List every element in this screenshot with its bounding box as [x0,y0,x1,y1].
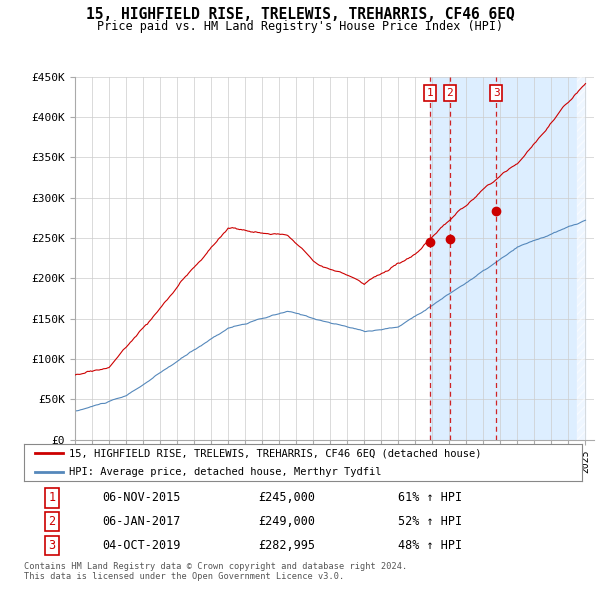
Text: £249,000: £249,000 [259,515,316,528]
Text: £282,995: £282,995 [259,539,316,552]
Text: 61% ↑ HPI: 61% ↑ HPI [398,491,462,504]
Bar [430,77,586,440]
Text: 52% ↑ HPI: 52% ↑ HPI [398,515,462,528]
Text: 04-OCT-2019: 04-OCT-2019 [102,539,181,552]
Text: £245,000: £245,000 [259,491,316,504]
Text: 06-JAN-2017: 06-JAN-2017 [102,515,181,528]
Text: This data is licensed under the Open Government Licence v3.0.: This data is licensed under the Open Gov… [24,572,344,581]
Text: 48% ↑ HPI: 48% ↑ HPI [398,539,462,552]
Text: Contains HM Land Registry data © Crown copyright and database right 2024.: Contains HM Land Registry data © Crown c… [24,562,407,571]
Text: Price paid vs. HM Land Registry's House Price Index (HPI): Price paid vs. HM Land Registry's House … [97,20,503,33]
Text: 1: 1 [427,88,433,98]
Text: 06-NOV-2015: 06-NOV-2015 [102,491,181,504]
Text: 15, HIGHFIELD RISE, TRELEWIS, TREHARRIS, CF46 6EQ (detached house): 15, HIGHFIELD RISE, TRELEWIS, TREHARRIS,… [68,448,481,458]
Text: 1: 1 [49,491,55,504]
Text: 15, HIGHFIELD RISE, TRELEWIS, TREHARRIS, CF46 6EQ: 15, HIGHFIELD RISE, TRELEWIS, TREHARRIS,… [86,7,514,22]
Text: 2: 2 [446,88,453,98]
Bar [577,77,586,440]
Text: 3: 3 [493,88,500,98]
Text: HPI: Average price, detached house, Merthyr Tydfil: HPI: Average price, detached house, Mert… [68,467,381,477]
Text: 3: 3 [49,539,55,552]
Text: 2: 2 [49,515,55,528]
